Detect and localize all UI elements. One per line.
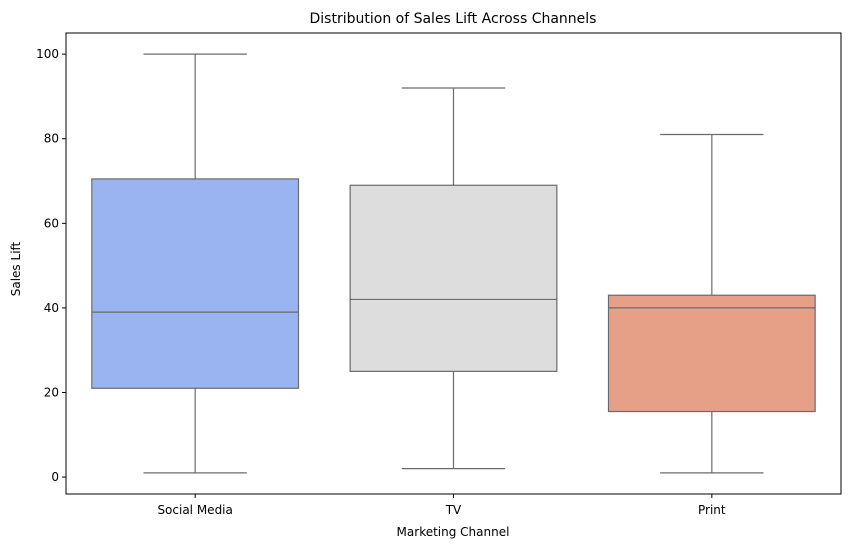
iqr-box [91, 178, 300, 389]
y-axis-label: Sales Lift [9, 241, 23, 296]
x-tick-label: Print [698, 503, 726, 517]
x-tick-label: TV [445, 503, 462, 517]
y-tick-label: 20 [44, 385, 59, 399]
iqr-box [349, 184, 558, 372]
y-tick-label: 60 [44, 216, 59, 230]
chart-title: Distribution of Sales Lift Across Channe… [310, 11, 597, 27]
x-tick-label: Social Media [157, 503, 232, 517]
plot-area [91, 53, 816, 474]
iqr-box [607, 294, 816, 413]
y-tick-label: 80 [44, 132, 59, 146]
x-axis-label: Marketing Channel [397, 525, 510, 539]
box-print [607, 133, 816, 474]
y-tick-label: 100 [36, 47, 59, 61]
y-tick-label: 40 [44, 301, 59, 315]
x-axis: Social Media TV Print [157, 494, 726, 517]
y-tick-label: 0 [51, 470, 59, 484]
plot-frame [65, 32, 842, 495]
box-social-media [91, 53, 300, 474]
y-axis: 0 20 40 60 80 100 [36, 47, 66, 484]
box-tv [349, 87, 558, 470]
